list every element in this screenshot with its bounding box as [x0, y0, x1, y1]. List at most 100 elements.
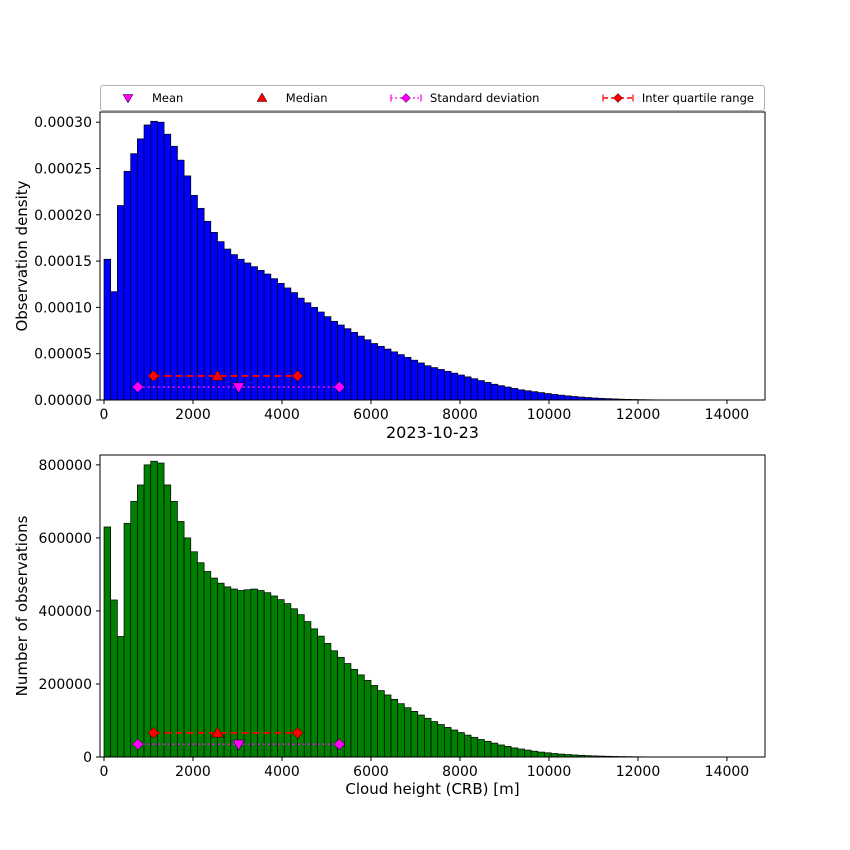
x-tick-label: 10000 [527, 407, 572, 423]
histogram-bar [377, 690, 385, 758]
histogram-bar [544, 752, 552, 758]
y-tick-label: 0.00030 [34, 115, 92, 131]
legend-label: Median [285, 91, 328, 105]
histogram-bar [424, 717, 432, 758]
x-tick-label: 4000 [264, 764, 300, 780]
legend-item-inter-quartile-range: Inter quartile range [601, 91, 754, 105]
histogram-bar [377, 345, 385, 401]
histogram-bar [350, 669, 358, 758]
diamond-marker-icon [147, 370, 160, 382]
triangle-up-marker-icon [256, 92, 268, 102]
histogram-bar [570, 396, 579, 401]
histogram-bar [490, 383, 499, 401]
histogram-bar [157, 462, 165, 758]
histogram-bar [103, 526, 112, 758]
x-tick-label: 8000 [442, 764, 478, 780]
diamond-marker-icon [333, 381, 346, 393]
diamond-marker-icon [291, 727, 304, 739]
diamond-marker-icon [131, 381, 144, 393]
histogram-bar [297, 297, 305, 401]
histogram-bar [530, 750, 539, 758]
x-tick-label: 14000 [705, 764, 750, 780]
legend-label: Mean [152, 91, 184, 105]
histogram-bar [257, 270, 265, 401]
histogram-bar [310, 307, 318, 401]
histogram-bar [484, 382, 492, 401]
histogram-bar [450, 729, 459, 758]
legend-item-mean: Mean [111, 91, 183, 105]
histogram-bar [484, 740, 492, 758]
histogram-bar [510, 747, 519, 758]
triangle-down-marker-icon [232, 739, 246, 751]
x-tick-label: 6000 [353, 764, 389, 780]
histogram-bar [177, 159, 185, 401]
triangle-down-marker-icon [122, 94, 134, 104]
histogram-bars [103, 120, 672, 401]
histogram-bar [517, 748, 525, 758]
observation-density-histogram: 0 2000 4000 6000 8000 10000 12000 14000 0.00000 0… [34, 111, 766, 423]
histogram-bar [417, 362, 425, 401]
histogram-bar [457, 732, 465, 758]
histogram-bar [444, 727, 452, 758]
histogram-bar [363, 339, 372, 401]
y-tick-label: 200000 [39, 677, 92, 693]
x-tick-label: 0 [100, 407, 109, 423]
histogram-bar [557, 394, 565, 401]
histogram-bar [504, 746, 512, 758]
histogram-bar [137, 138, 145, 401]
histogram-bar [250, 266, 258, 401]
histogram-bar [163, 484, 172, 758]
histogram-bar [370, 343, 379, 401]
histogram-bar [143, 124, 152, 401]
histogram-bar [190, 194, 198, 401]
diamond-marker-icon [613, 93, 623, 103]
legend-label: Inter quartile range [641, 91, 754, 105]
histogram-bar [177, 521, 185, 758]
histogram-bar [277, 282, 285, 401]
histogram-bar [524, 749, 532, 758]
inter-quartile-range-marker-icon [602, 93, 634, 103]
histogram-bar [183, 537, 192, 758]
triangle-up-marker-icon [211, 726, 224, 738]
histogram-bar [397, 354, 405, 401]
histogram-bar [170, 145, 178, 401]
histogram-bar [510, 388, 519, 401]
histogram-bar [130, 501, 138, 758]
histogram-bars [103, 460, 672, 758]
histogram-bar [117, 636, 125, 758]
histogram-bar [130, 153, 138, 401]
histogram-bar [517, 389, 525, 401]
histogram-bar [450, 372, 459, 401]
diamond-marker-icon [291, 370, 304, 382]
ylabel-number-of-observations: Number of observations [13, 515, 31, 697]
histogram-bar [330, 650, 338, 758]
histogram-bar [490, 742, 499, 758]
diamond-marker-icon [401, 93, 411, 103]
axes-frame [99, 111, 766, 401]
histogram-bar [290, 292, 298, 401]
histogram-bar [110, 599, 118, 758]
histogram-bar [310, 628, 318, 758]
histogram-bar [143, 464, 152, 758]
y-tick-label: 0.00000 [34, 393, 92, 409]
histogram-bar [343, 328, 352, 401]
x-tick-label: 8000 [442, 407, 478, 423]
histogram-bar [170, 501, 178, 758]
histogram-bar [530, 391, 539, 401]
histogram-bar [457, 374, 465, 401]
x-tick-label: 14000 [705, 407, 750, 423]
legend-label: Standard deviation [430, 91, 540, 105]
x-tick-label: 2000 [175, 407, 211, 423]
histogram-bar [110, 291, 118, 401]
y-tick-label: 0 [83, 750, 92, 766]
mean-marker-icon [122, 94, 134, 104]
y-tick-label: 0.00020 [34, 208, 92, 224]
histogram-bar [390, 351, 399, 401]
x-tick-label: 6000 [353, 407, 389, 423]
x-tick-label: 4000 [264, 407, 300, 423]
figure-title: 2023-10-23 [386, 423, 479, 442]
histogram-bar [437, 369, 445, 401]
number-of-observations-histogram: 0 2000 4000 6000 8000 10000 12000 14000 0 200000 4… [39, 454, 766, 780]
